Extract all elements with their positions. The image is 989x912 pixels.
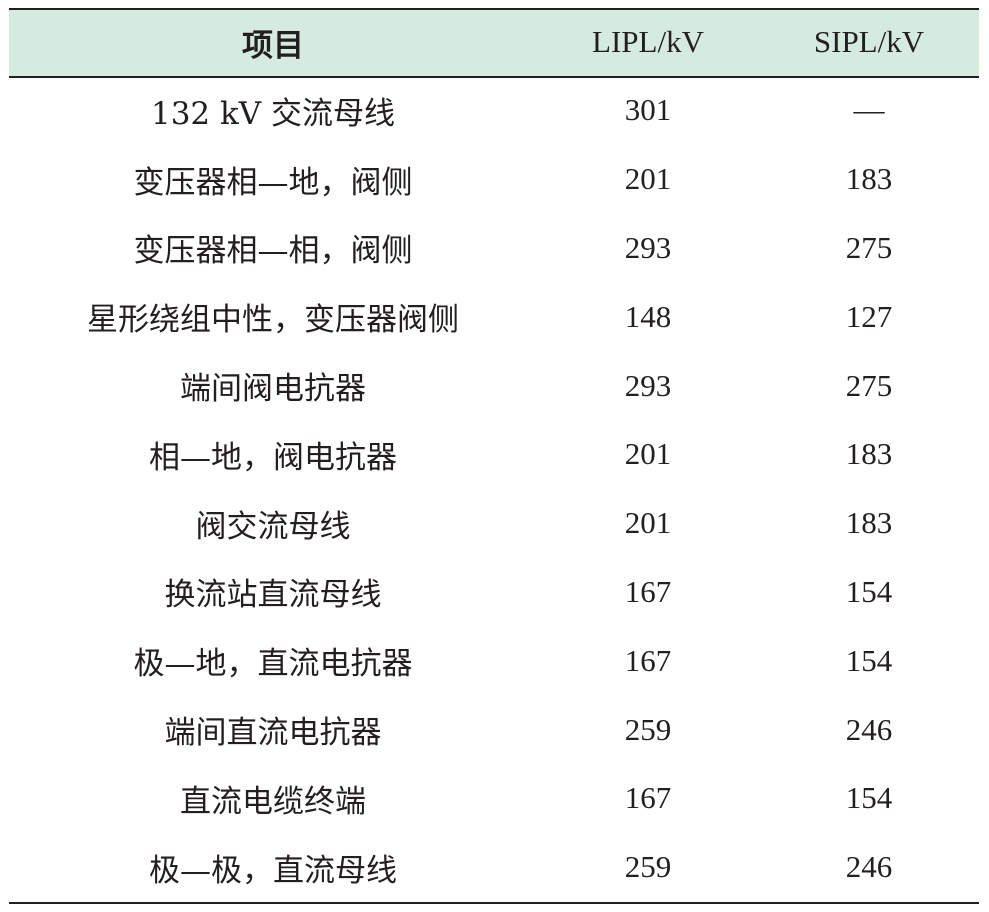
cell-sipl: 183 bbox=[845, 505, 893, 541]
cell-lipl: 167 bbox=[624, 780, 672, 816]
table-header-row: 项目 LIPL/kV SIPL/kV bbox=[9, 8, 979, 76]
cell-lipl: 259 bbox=[624, 711, 672, 747]
table-row: 星形绕组中性，变压器阀侧 148 127 bbox=[9, 282, 979, 351]
cell-item: 星形绕组中性，变压器阀侧 bbox=[87, 302, 459, 339]
header-lipl: LIPL/kV bbox=[592, 24, 704, 59]
table-row: 极—极，直流母线 259 246 bbox=[9, 833, 979, 902]
cell-item: 变压器相—地，阀侧 bbox=[133, 164, 413, 201]
cell-item: 极—地，直流电抗器 bbox=[133, 646, 413, 683]
cell-item: 换流站直流母线 bbox=[164, 577, 382, 614]
cell-item: 端间直流电抗器 bbox=[164, 715, 382, 752]
cell-sipl: 246 bbox=[845, 849, 893, 885]
cell-sipl: 127 bbox=[845, 298, 893, 334]
cell-sipl: 183 bbox=[845, 436, 893, 472]
bottom-rule bbox=[9, 902, 979, 904]
table-row: 相—地，阀电抗器 201 183 bbox=[9, 420, 979, 489]
cell-lipl: 148 bbox=[624, 298, 672, 334]
cell-item: 阀交流母线 bbox=[195, 508, 351, 545]
table-row: 端间直流电抗器 259 246 bbox=[9, 695, 979, 764]
table-row: 端间阀电抗器 293 275 bbox=[9, 351, 979, 420]
table-body: 132 kV 交流母线 301 — 变压器相—地，阀侧 201 183 变压器相—相，阀侧 2… bbox=[9, 76, 979, 902]
cell-sipl: 183 bbox=[845, 161, 893, 197]
cell-lipl: 293 bbox=[624, 367, 672, 403]
top-rule bbox=[9, 8, 979, 10]
cell-item: 132 kV 交流母线 bbox=[150, 95, 396, 132]
header-rule bbox=[9, 76, 979, 78]
cell-lipl: 167 bbox=[624, 642, 672, 678]
table-row: 132 kV 交流母线 301 — bbox=[9, 76, 979, 145]
table-row: 直流电缆终端 167 154 bbox=[9, 764, 979, 833]
cell-item: 变压器相—相，阀侧 bbox=[133, 233, 413, 270]
cell-sipl: 246 bbox=[845, 711, 893, 747]
cell-lipl: 201 bbox=[624, 436, 672, 472]
table-row: 换流站直流母线 167 154 bbox=[9, 558, 979, 627]
header-sipl: SIPL/kV bbox=[813, 24, 925, 59]
cell-lipl: 293 bbox=[624, 229, 672, 265]
cell-lipl: 201 bbox=[624, 161, 672, 197]
cell-item: 极—极，直流母线 bbox=[149, 852, 397, 889]
insulation-level-table-container: 项目 LIPL/kV SIPL/kV 132 kV 交流母线 301 — 变压器相—地… bbox=[9, 8, 979, 904]
cell-sipl: 154 bbox=[845, 780, 893, 816]
cell-lipl: 201 bbox=[624, 505, 672, 541]
cell-lipl: 301 bbox=[624, 92, 672, 128]
table-row: 极—地，直流电抗器 167 154 bbox=[9, 626, 979, 695]
cell-item: 相—地，阀电抗器 bbox=[149, 439, 397, 476]
header-item: 项目 bbox=[242, 27, 304, 64]
cell-sipl: 154 bbox=[845, 573, 893, 609]
insulation-level-table: 项目 LIPL/kV SIPL/kV 132 kV 交流母线 301 — 变压器相—地… bbox=[9, 8, 979, 902]
table-row: 变压器相—地，阀侧 201 183 bbox=[9, 145, 979, 214]
table-row: 阀交流母线 201 183 bbox=[9, 489, 979, 558]
cell-lipl: 167 bbox=[624, 573, 672, 609]
cell-lipl: 259 bbox=[624, 849, 672, 885]
cell-sipl: 275 bbox=[845, 229, 893, 265]
cell-sipl: 275 bbox=[845, 367, 893, 403]
cell-item: 端间阀电抗器 bbox=[180, 371, 366, 408]
cell-sipl: — bbox=[853, 92, 885, 128]
table-row: 变压器相—相，阀侧 293 275 bbox=[9, 214, 979, 283]
cell-item: 直流电缆终端 bbox=[180, 783, 366, 820]
cell-sipl: 154 bbox=[845, 642, 893, 678]
